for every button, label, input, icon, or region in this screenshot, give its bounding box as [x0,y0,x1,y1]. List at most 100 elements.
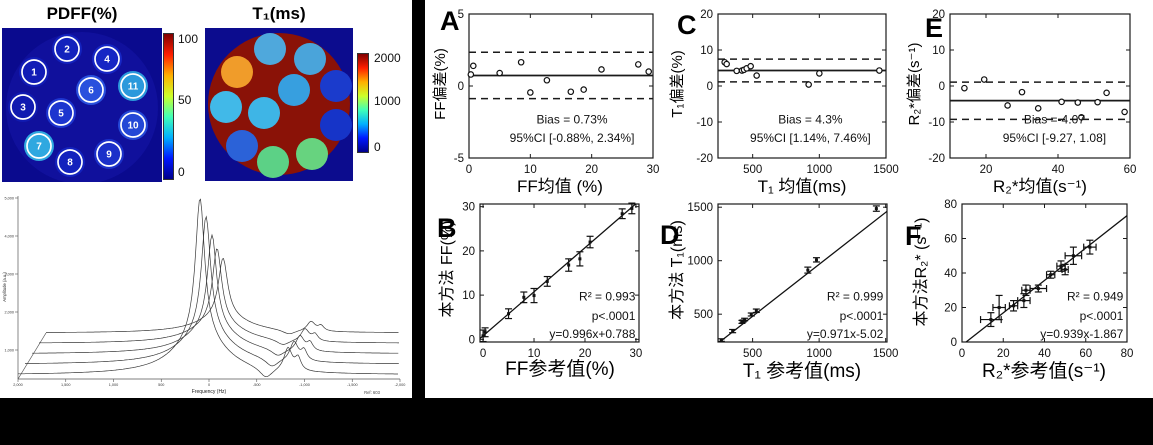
panel-B-points [479,202,636,343]
pdff-vial-8 [55,147,85,177]
pdff-roi-ring-10 [120,112,146,138]
spectrum-trace-4 [38,248,399,345]
panel-F-annotation-0: R² = 0.949 [1067,290,1124,304]
panel-B-letter: B [437,213,457,243]
pdff-roi-number-6: 6 [88,86,94,97]
svg-text:80: 80 [944,199,957,211]
pdff-colorbar-max-label: 100 [178,32,199,46]
panel-D-points [717,205,880,342]
pdff-roi-ring-1 [21,59,47,85]
svg-text:-1,000: -1,000 [299,383,310,387]
pdff-roi-number-1: 1 [31,68,37,79]
panel-A: A FF偏差(%) 0 10 20 30 -5 0 5 Bias = 0.73% 95%CI [… [425,4,663,197]
svg-text:1,000: 1,000 [109,383,119,387]
svg-text:1000: 1000 [806,348,832,360]
pdff-vial-9 [94,139,124,169]
svg-text:1500: 1500 [873,348,899,360]
svg-text:0: 0 [469,334,475,346]
svg-text:20: 20 [932,9,945,21]
pdff-roi-ring-4 [94,46,120,72]
panel-E-annotation-0: Bias =-4.07 [1024,112,1085,126]
t1-phantom-image [205,28,353,181]
svg-text:-20: -20 [928,153,945,165]
svg-text:-5: -5 [454,153,464,165]
pdff-roi-ring-2 [54,36,80,62]
svg-text:1,000: 1,000 [4,349,14,353]
panel-F-regression-line [965,215,1127,342]
spectrum-trace-1 [18,198,398,378]
svg-text:0: 0 [208,383,210,387]
pdff-vial-7 [24,131,54,161]
svg-text:0: 0 [480,348,486,360]
panel-E-annotation-1: 95%CI [-9.27, 1.08] [1003,131,1106,145]
t1-colorbar [357,53,369,153]
t1-vial-5 [248,97,280,129]
t1-vial-10 [320,109,352,141]
panel-B-xlabel: FF参考值(%) [505,359,615,380]
svg-text:10: 10 [528,348,541,360]
pdff-phantom-image: 1 2 3 4 5 6 7 8 9 10 11 [2,28,162,182]
spectrum-trace-2 [25,215,399,367]
t1-colorbar-mid-label: 1000 [374,94,401,108]
panel-B: B 本方法 FF(%) 0 10 20 30 0 10 20 30 R² = 0.993 p<.0… [425,196,663,400]
panel-E-points [961,76,1128,121]
panel-D-xlabel: T₁ 参考值(ms) [742,361,862,382]
pdff-roi-ring-5 [48,100,74,126]
t1-title: T₁(ms) [252,4,306,23]
panel-F: F 本方法R₂* (s⁻¹) 0 20 40 60 80 0 20 40 60 80 R² = 0.… [898,196,1150,400]
panel-D-annotation-2: y=0.971x-5.02 [807,327,884,341]
svg-text:30: 30 [630,348,643,360]
svg-text:20: 20 [585,164,598,176]
panel-C-letter: C [677,10,697,40]
t1-vial-7 [226,130,258,162]
spectrum-trace-3 [32,233,399,356]
pdff-vial-3 [8,92,38,122]
panel-A-xlabel: FF均值 (%) [517,177,603,196]
svg-text:40: 40 [944,268,957,280]
svg-text:4,000: 4,000 [4,235,14,239]
svg-text:5,000: 5,000 [4,197,14,201]
svg-text:500: 500 [743,348,762,360]
section-divider [412,0,425,445]
pdff-colorbar [163,33,174,180]
svg-text:20: 20 [700,9,713,21]
svg-text:0: 0 [951,337,957,349]
svg-text:0: 0 [959,348,965,360]
pdff-roi-number-2: 2 [64,45,70,56]
svg-text:80: 80 [1121,348,1134,360]
panel-B-annotation-2: y=0.996x+0.788 [549,327,635,341]
svg-text:30: 30 [647,164,660,176]
panel-C: C T₁偏差(%) 500 1000 1500 -20 -10 0 10 20 Bias = 4… [650,4,899,196]
panel-D-annotation-0: R² = 0.999 [827,290,884,304]
svg-text:20: 20 [980,164,993,176]
t1-vial-6 [278,74,310,106]
pdff-vial-1 [19,57,49,87]
svg-text:0: 0 [707,81,713,93]
pdff-roi-ring-7 [26,133,52,159]
pdff-roi-number-3: 3 [20,103,26,114]
spectra-waterfall-plot: 2,000 1,500 1,000 500 0 -500 -1,000 -1,500 -2,00… [2,196,405,395]
t1-vial-2 [254,33,286,65]
panel-C-xlabel: T₁ 均值(ms) [757,177,847,196]
panel-C-annotation-1: 95%CI [1.14%, 7.46%] [750,131,871,145]
pdff-vial-6 [76,75,106,105]
svg-text:20: 20 [462,246,475,258]
pdff-roi-number-8: 8 [67,158,73,169]
svg-text:-20: -20 [696,153,713,165]
pdff-colorbar-mid-label: 50 [178,93,192,107]
panel-B-regression-line [480,204,637,339]
pdff-roi-number-5: 5 [58,109,64,120]
svg-text:10: 10 [700,45,713,57]
svg-text:500: 500 [158,383,164,387]
svg-text:10: 10 [462,290,475,302]
pdff-roi-number-10: 10 [127,121,139,132]
svg-text:1500: 1500 [687,202,713,214]
spectra-ref-label: Ref: 603 [364,390,381,395]
svg-text:5: 5 [458,9,464,21]
svg-text:-500: -500 [253,383,261,387]
pdff-colorbar-min-label: 0 [178,165,185,179]
svg-text:-1,500: -1,500 [347,383,358,387]
pdff-roi-ring-8 [57,149,83,175]
svg-text:3,000: 3,000 [4,273,14,277]
